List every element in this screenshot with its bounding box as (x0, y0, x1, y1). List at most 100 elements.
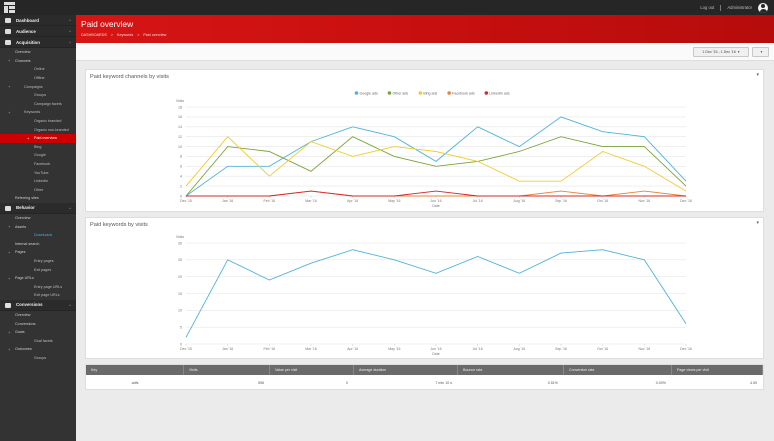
user-name[interactable]: Administrator (727, 5, 752, 10)
sidebar-item-overview[interactable]: Overview (0, 311, 76, 320)
sidebar-item-entry-page-urls[interactable]: Entry page URLs (0, 282, 76, 291)
date-range-button[interactable]: 1 Dec '15 - 1 Dec '16 ▾ (693, 47, 749, 57)
dashboard-icon (5, 18, 11, 23)
sidebar-item-referring-sites[interactable]: Referring sites (0, 194, 76, 203)
sidebar-item-page-urls[interactable]: + Page URLs (0, 274, 76, 283)
sidebar-section-dashboard[interactable]: Dashboard ^ (0, 15, 76, 26)
column-header-key[interactable]: Key (86, 365, 184, 375)
page-title: Paid overview (81, 19, 134, 29)
legend-label[interactable]: Other ads (392, 91, 408, 95)
sidebar-item-paid-overview[interactable]: + Paid overview (0, 133, 76, 143)
sidebar-item-youtube[interactable]: YouTube (0, 168, 76, 177)
sidebar-item-entry-pages[interactable]: Entry pages (0, 257, 76, 266)
sidebar-item-organic-branded[interactable]: Organic branded (0, 117, 76, 126)
legend-marker[interactable] (387, 91, 392, 95)
sidebar-item-label: Referring sites (15, 196, 39, 201)
series-line-bing-ads[interactable] (185, 136, 687, 192)
legend-label[interactable]: Facebook ads (452, 91, 475, 95)
sidebar-item-google[interactable]: Google (0, 151, 76, 160)
filter-menu-button[interactable]: ▾ (752, 47, 769, 57)
column-header-visits[interactable]: Visits (184, 365, 270, 375)
sidebar-item-linkedin[interactable]: LinkedIn (0, 177, 76, 186)
y-tick-label: 2 (180, 184, 182, 188)
legend-marker[interactable] (418, 91, 423, 95)
sidebar-item-facebook[interactable]: Facebook (0, 160, 76, 169)
expand-icon[interactable]: + (8, 58, 11, 64)
sidebar-item-overview[interactable]: Overview (0, 214, 76, 223)
sidebar-item-groups[interactable]: Groups (0, 91, 76, 100)
breadcrumb-current: Paid overview (143, 33, 167, 37)
sidebar-item-organic-non-branded[interactable]: Organic non-branded (0, 125, 76, 134)
sidebar-item-channels[interactable]: + Channels (0, 57, 76, 66)
expand-icon[interactable]: + (8, 346, 11, 352)
column-header-page-views-per-visit[interactable]: Page views per visit (672, 365, 763, 375)
chevron-up-icon[interactable]: ^ (69, 302, 71, 308)
sidebar-section-acquisition[interactable]: Acquisition ^ (0, 37, 76, 48)
avatar[interactable] (758, 2, 768, 13)
legend-marker[interactable] (484, 91, 489, 95)
column-header-average-duration[interactable]: Average duration (354, 365, 458, 375)
chevron-up-icon[interactable]: ^ (69, 29, 71, 34)
chevron-up-icon[interactable]: ^ (69, 205, 71, 211)
column-header-bounce-rate[interactable]: Bounce rate (458, 365, 564, 375)
sidebar-item-keywords[interactable]: + Keywords (0, 108, 76, 117)
x-tick-label: Apr '16 (347, 199, 358, 203)
series-line-other-ads[interactable] (185, 136, 687, 197)
breadcrumb-keywords[interactable]: Keywords (116, 33, 134, 37)
chevron-up-icon[interactable]: ^ (69, 40, 71, 45)
legend-marker[interactable] (447, 91, 451, 95)
column-header-conversion-rate[interactable]: Conversion rate (564, 365, 672, 375)
sidebar-item-label: Online (34, 67, 45, 72)
sidebar-section-audience[interactable]: Audience ^ (0, 26, 76, 37)
sidebar-section-conversions[interactable]: Conversions ^ (0, 299, 76, 311)
legend-label[interactable]: Bing ads (423, 91, 437, 95)
table-row[interactable]: adfs 596 0 7 min 10 s 0.51% 0.00% 4.59 (86, 378, 763, 388)
sidebar-item-other[interactable]: Other (0, 186, 76, 195)
x-tick-label: Dec '15 (180, 199, 192, 203)
expand-icon[interactable]: + (8, 275, 11, 281)
sidebar-section-behavior[interactable]: Behavior ^ (0, 202, 76, 214)
sidebar-item-downloads[interactable]: Downloads (0, 231, 76, 240)
y-axis-label: Visits (176, 235, 184, 239)
column-header-value-per-visit[interactable]: Value per visit (270, 365, 354, 375)
legend-label[interactable]: Google ads (359, 91, 378, 95)
app-logo-icon[interactable] (4, 2, 15, 13)
expand-icon[interactable]: + (8, 249, 11, 255)
panel-title: Paid keywords by visits (90, 222, 148, 228)
sidebar-item-goals[interactable]: + Goals (0, 328, 76, 337)
sidebar-item-exit-pages[interactable]: Exit pages (0, 265, 76, 274)
sidebar-item-online[interactable]: Online (0, 65, 76, 74)
breadcrumb-dashboards[interactable]: DASHBOARDS (81, 33, 107, 37)
chevron-up-icon[interactable]: ^ (69, 18, 71, 23)
sidebar-item-goal-facets[interactable]: Goal facets (0, 336, 76, 345)
expand-icon[interactable]: + (8, 109, 11, 115)
expand-icon[interactable]: + (8, 329, 11, 335)
legend-marker[interactable] (354, 91, 359, 95)
sidebar-item-outcomes[interactable]: + Outcomes (0, 345, 76, 354)
series-line-0[interactable] (185, 249, 687, 338)
series-line-google-ads[interactable] (185, 116, 687, 197)
sidebar-item-overview[interactable]: Overview (0, 48, 76, 57)
sidebar-item-conversions[interactable]: Conversions (0, 319, 76, 328)
x-tick-label: Mar '16 (305, 199, 317, 203)
legend-label[interactable]: LinkedIn ads (489, 91, 510, 95)
logout-link[interactable]: Log out (700, 5, 715, 10)
sidebar-item-bing[interactable]: Bing (0, 143, 76, 152)
sidebar-item-exit-page-urls[interactable]: Exit page URLs (0, 291, 76, 300)
sidebar-item-label: Overview (15, 50, 31, 55)
series-line-linkedin-ads[interactable] (186, 190, 686, 197)
expand-icon[interactable]: + (8, 224, 11, 230)
sidebar-item-pages[interactable]: + Pages (0, 248, 76, 257)
panel-menu-icon[interactable]: ▾ (756, 220, 759, 226)
sidebar-item-campaign-facets[interactable]: Campaign facets (0, 100, 76, 109)
sidebar-item-campaigns[interactable]: + Campaigns (0, 82, 76, 91)
panel-menu-icon[interactable]: ▾ (756, 72, 759, 78)
sidebar-item-assets[interactable]: + Assets (0, 222, 76, 231)
sidebar-item-groups[interactable]: Groups (0, 354, 76, 363)
expand-icon[interactable]: + (8, 84, 11, 90)
expand-icon[interactable]: + (27, 135, 30, 141)
sidebar-item-internal-search[interactable]: Internal search (0, 239, 76, 248)
x-tick-label: Jun '16 (430, 199, 441, 203)
series-line-facebook-ads[interactable] (186, 190, 687, 197)
sidebar-item-offline[interactable]: Offline (0, 74, 76, 83)
